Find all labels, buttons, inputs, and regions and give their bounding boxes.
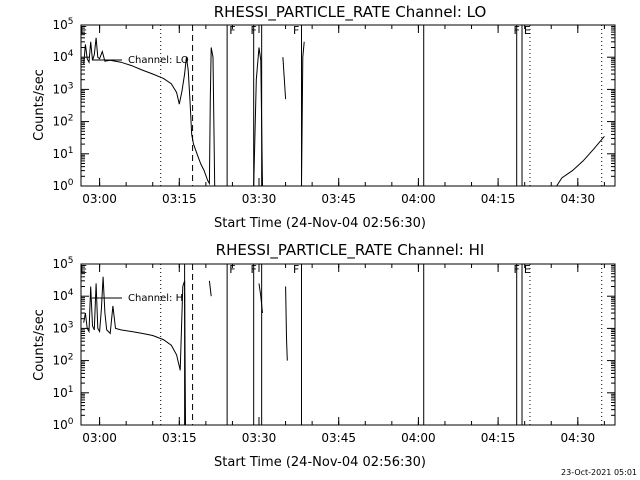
flag-label: F [514,24,520,37]
flag-label: F [229,263,235,276]
y-tick-label: 102 [52,114,73,129]
plot-frame [80,24,616,187]
x-tick-label: 03:00 [82,431,117,445]
chart-title: RHESSI_PARTICLE_RATE Channel: HI [216,241,485,260]
legend-entry: Channel: HI [128,293,186,304]
plot-frame [80,263,616,426]
rate-series-line [83,37,216,187]
x-tick-label: 03:30 [242,431,277,445]
y-tick-label: 104 [52,288,73,303]
x-tick-label: 04:15 [481,431,516,445]
legend: Channel: HI [92,293,186,304]
x-tick-label: 04:15 [481,192,516,206]
rate-series-line [556,135,605,187]
flag-label: F [229,24,235,37]
hi-channel-panel: RHESSI_PARTICLE_RATE Channel: HI Start T… [32,241,616,470]
flag-label: E [80,263,87,276]
y-tick-label: 100 [52,178,73,193]
axis-ticks: 03:00 03:15 03:30 03:45 04:00 04:15 04:30 100 10… [52,256,615,445]
rate-series-line [83,276,186,426]
x-axis-label: Start Time (24-Nov-04 02:56:30) [214,455,426,470]
legend: Channel: LO [92,55,189,66]
rate-series-line [282,57,287,100]
x-tick-label: 03:30 [242,192,277,206]
rate-series-line [253,47,263,187]
flag-label: E [524,263,531,276]
y-tick-label: 105 [52,17,73,32]
y-axis-label: Counts/sec [32,69,47,141]
y-axis-label: Counts/sec [32,309,47,381]
x-tick-label: 03:45 [321,192,356,206]
flag-label: F [293,263,299,276]
y-tick-label: 100 [52,417,73,432]
flag-label: F [293,24,299,37]
x-tick-label: 04:30 [561,192,596,206]
legend-entry: Channel: LO [128,55,189,66]
flag-label: E [80,24,87,37]
y-tick-label: 103 [52,81,73,96]
flag-label: F [251,263,257,276]
plot-area [83,276,288,426]
x-tick-label: 03:15 [162,431,197,445]
x-tick-label: 03:00 [82,192,117,206]
y-tick-label: 102 [52,353,73,368]
rate-series-line [258,283,263,314]
y-tick-label: 104 [52,49,73,64]
rate-series-line [285,286,288,361]
x-tick-label: 04:30 [561,431,596,445]
x-tick-label: 04:00 [401,431,436,445]
x-tick-label: 04:00 [401,192,436,206]
flag-label: F [514,263,520,276]
flag-label: E [524,24,531,37]
flag-label: F [251,24,257,37]
y-tick-label: 101 [52,146,73,161]
rate-series-line [301,41,305,187]
axis-ticks: 03:00 03:15 03:30 03:45 04:00 04:15 04:30 100 10… [52,17,615,206]
x-tick-label: 03:15 [162,192,197,206]
y-tick-label: 101 [52,385,73,400]
x-axis-label: Start Time (24-Nov-04 02:56:30) [214,216,426,231]
y-tick-label: 105 [52,256,73,271]
lo-channel-panel: RHESSI_PARTICLE_RATE Channel: LO Start T… [32,3,616,231]
plot-area [83,37,605,187]
y-tick-label: 103 [52,320,73,335]
rate-series-line [208,280,212,297]
x-tick-label: 03:45 [321,431,356,445]
generated-timestamp: 23-Oct-2021 05:01 [561,468,637,477]
chart-title: RHESSI_PARTICLE_RATE Channel: LO [214,3,487,22]
